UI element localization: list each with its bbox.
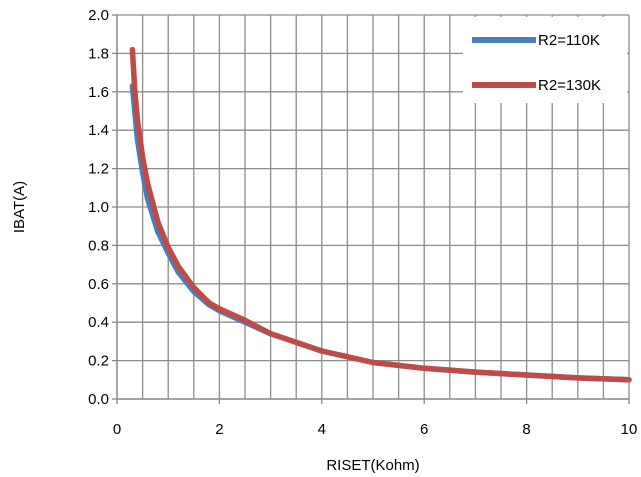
legend-label-1: R2=110K xyxy=(538,32,600,49)
y-tick-label: 1.8 xyxy=(88,45,109,62)
legend-box xyxy=(463,17,627,103)
y-tick-label: 1.0 xyxy=(88,199,109,216)
x-tick-label: 6 xyxy=(420,421,428,438)
axes xyxy=(112,14,630,404)
y-tick-label: 1.6 xyxy=(88,84,109,101)
x-axis-title: RISET(Kohm) xyxy=(326,457,419,474)
x-tick-label: 8 xyxy=(522,421,530,438)
x-tick-label: 10 xyxy=(621,421,638,438)
x-tick-label: 0 xyxy=(113,421,121,438)
y-axis-title: IBAT(A) xyxy=(11,181,28,233)
y-tick-label: 1.4 xyxy=(88,122,109,139)
series-line-2 xyxy=(129,46,632,383)
grid xyxy=(117,14,630,399)
y-tick-label: 1.2 xyxy=(88,161,109,178)
tick-labels: 0.0 0.2 0.4 0.6 0.8 1.0 1.2 1.4 1.6 1.8 2.0 0 2 4 6 8 10 xyxy=(88,7,637,438)
x-tick-label: 4 xyxy=(318,421,326,438)
y-tick-label: 0.2 xyxy=(88,353,109,370)
y-tick-label: 0.4 xyxy=(88,314,109,331)
y-tick-label: 0.8 xyxy=(88,237,109,254)
y-tick-label: 0.0 xyxy=(88,391,109,408)
series-lines xyxy=(129,46,632,383)
x-tick-label: 2 xyxy=(215,421,223,438)
y-tick-label: 2.0 xyxy=(88,7,109,24)
legend: R2=110K R2=130K xyxy=(463,17,627,103)
y-tick-label: 0.6 xyxy=(88,276,109,293)
legend-label-2: R2=130K xyxy=(538,77,601,94)
